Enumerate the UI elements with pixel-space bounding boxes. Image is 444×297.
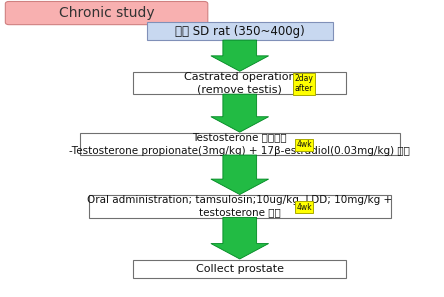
Text: Chronic study: Chronic study [59,6,155,20]
FancyBboxPatch shape [89,195,391,217]
Text: 2day
after: 2day after [295,74,313,94]
FancyBboxPatch shape [133,72,346,94]
Text: Castrated operation
(remove testis): Castrated operation (remove testis) [184,72,296,95]
FancyBboxPatch shape [133,260,346,278]
Text: Testosterone 근육투여
-Testosterone propionate(3mg/kg) + 17β-estradiol(0.03mg/kg) 매일: Testosterone 근육투여 -Testosterone propiona… [69,132,410,156]
Polygon shape [211,155,269,195]
Text: Oral administration; tamsulosin;10ug/kg, LDD; 10mg/kg +
testosterone 투여: Oral administration; tamsulosin;10ug/kg,… [87,195,392,218]
Polygon shape [211,40,269,71]
FancyBboxPatch shape [147,22,333,40]
Text: 정상 SD rat (350~400g): 정상 SD rat (350~400g) [175,25,305,38]
Text: 4wk: 4wk [296,203,312,212]
Polygon shape [211,94,269,132]
FancyBboxPatch shape [5,1,208,25]
FancyBboxPatch shape [80,133,400,155]
Polygon shape [211,217,269,259]
Text: Collect prostate: Collect prostate [196,264,284,274]
Text: 4wk: 4wk [296,140,312,149]
